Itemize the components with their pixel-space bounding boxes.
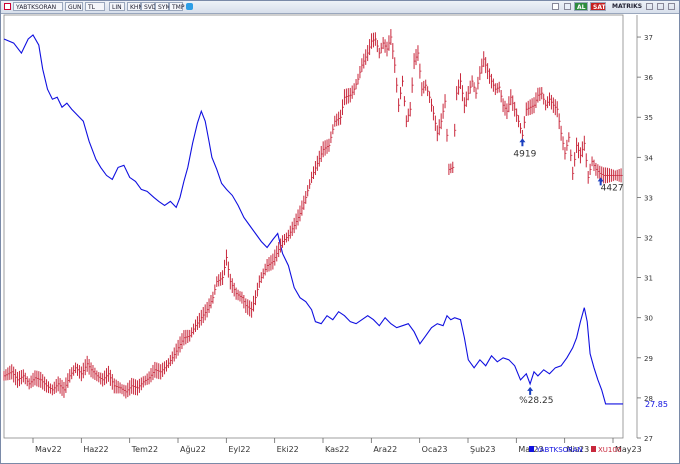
maximize-icon[interactable] (657, 3, 664, 10)
line-chart: 27 28 29 30 31 32 33 34 35 36 37 Mav22 Haz22 Tem22 Ağu… (3, 14, 668, 454)
al-button[interactable]: AL (574, 2, 588, 11)
y-tick-label: 30 (644, 315, 653, 323)
y-tick-label: 28 (644, 395, 653, 403)
annotation-label: 4919 (513, 149, 536, 159)
series-line-yabtksoran (3, 34, 623, 405)
legend-label: YABTKSORAN (535, 446, 583, 454)
x-tick-label: Eyl22 (228, 445, 250, 454)
close-window-icon[interactable] (668, 3, 675, 10)
x-tick-label: Eki22 (277, 445, 299, 454)
x-tick-label: Şub23 (470, 445, 495, 454)
toolbar: YABTKSORAN GUN TL LIN KHN SVD SYM TMP AL… (1, 1, 679, 14)
annotation-label: 4427 (601, 183, 624, 193)
symbol-field[interactable]: YABTKSORAN (13, 2, 63, 11)
sym-button[interactable]: SYM (155, 2, 171, 11)
y-tick-label: 35 (644, 114, 653, 122)
y-tick-label: 27 (644, 435, 653, 443)
list-icon[interactable] (564, 3, 571, 10)
period-button[interactable]: GUN (65, 2, 83, 11)
scale-button[interactable]: LIN (109, 2, 125, 11)
sat-button[interactable]: SAT (590, 2, 606, 11)
x-tick-label: Mav22 (35, 445, 62, 454)
tmp-button[interactable]: TMP (169, 2, 184, 11)
note-icon[interactable] (552, 3, 559, 10)
plot-frame (3, 14, 624, 439)
annotation-arrow (527, 386, 534, 395)
currency-button[interactable]: TL (85, 2, 105, 11)
x-tick-label: Ağu22 (180, 445, 206, 454)
x-tick-label: Ara22 (373, 445, 397, 454)
khn-button[interactable]: KHN (127, 2, 143, 11)
x-tick-label: Tem22 (131, 445, 158, 454)
y-tick-label: 32 (644, 235, 653, 243)
x-tick-label: Kas22 (325, 445, 349, 454)
y-tick-label: 34 (644, 154, 653, 162)
annotation-arrow (597, 177, 604, 186)
x-tick-label: May23 (615, 445, 642, 454)
y-tick-label: 29 (644, 355, 653, 363)
annotation-label: %28.25 (519, 396, 553, 406)
y-tick-label: 33 (644, 194, 653, 202)
y-tick-label: 31 (644, 275, 653, 283)
annotation-arrow (519, 138, 526, 147)
x-tick-label: Oca23 (422, 445, 448, 454)
svd-button[interactable]: SVD (141, 2, 157, 11)
y-tick-label: 37 (644, 34, 653, 42)
legend-swatch (529, 446, 534, 452)
window-icon[interactable] (646, 3, 653, 10)
close-icon[interactable] (4, 3, 11, 10)
legend-swatch (591, 446, 596, 452)
y-tick-label: 36 (644, 74, 653, 82)
x-tick-label: Haz22 (83, 445, 108, 454)
twitter-icon[interactable] (186, 3, 193, 10)
legend-label: XU100 (598, 446, 621, 454)
x-tick-label: Nis23 (567, 445, 590, 454)
matriks-menu[interactable]: MATRIKS (612, 3, 643, 10)
series-ohlc-xu100 (3, 29, 623, 399)
last-value-label: 27.85 (645, 400, 668, 409)
